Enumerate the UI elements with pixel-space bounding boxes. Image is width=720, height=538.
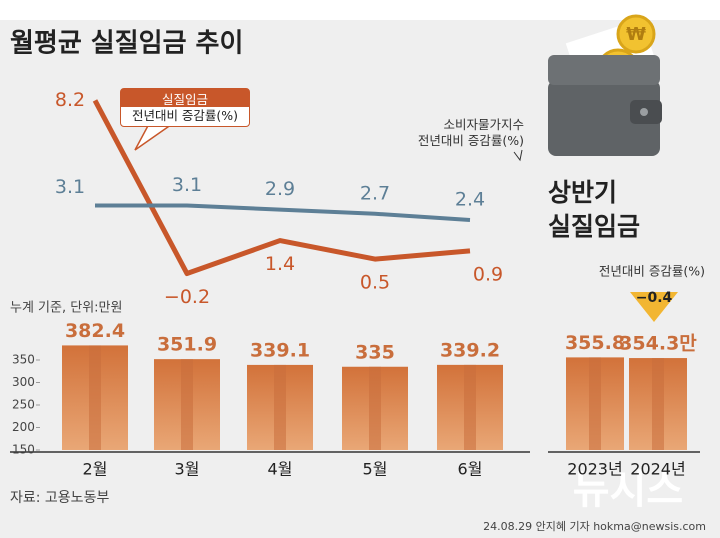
x-tick-label: 2023년 <box>567 460 622 479</box>
credit: 24.08.29 안지혜 기자 hokma@newsis.com <box>483 520 706 533</box>
x-tick-label: 3월 <box>175 460 200 479</box>
bar-stripe <box>652 358 664 450</box>
y-tick-label: 200 <box>12 420 35 434</box>
line-series <box>92 99 471 277</box>
y-tick-label: 300 <box>12 375 35 389</box>
wallet-icon: ₩ ₩ <box>548 14 662 156</box>
data-label: −0.2 <box>164 286 210 308</box>
y-tick-label: 150 <box>12 443 35 457</box>
x-tick-label: 2월 <box>83 460 108 479</box>
data-label: 335 <box>355 341 395 363</box>
bar-stripe <box>89 345 101 450</box>
unit-note: 누계 기준, 단위:만원 <box>10 301 122 316</box>
data-label: 2.9 <box>265 178 295 200</box>
y-tick-label: 250 <box>12 398 35 412</box>
watermark: 뉴시스 <box>573 467 683 513</box>
x-tick-label: 6월 <box>458 460 483 479</box>
y-tick-label: 350 <box>12 353 35 367</box>
bar-stripe <box>464 364 476 450</box>
svg-text:₩: ₩ <box>626 24 646 45</box>
data-label: 339.2 <box>440 339 500 361</box>
legend-label: 소비자물가지수 전년대비 증감률(%) <box>417 117 524 148</box>
bar-stripe <box>369 366 381 450</box>
data-label: 1.4 <box>265 253 295 275</box>
annotation-value: −0.4 <box>636 290 673 306</box>
data-label: 3.1 <box>172 174 202 196</box>
data-label: 2.7 <box>360 182 390 204</box>
data-label: 2.4 <box>455 188 485 210</box>
data-label: 354.3만 <box>619 333 697 355</box>
bar-stripe <box>181 359 193 450</box>
source: 자료: 고용노동부 <box>10 490 109 506</box>
line-series <box>95 203 471 222</box>
top-strip <box>0 0 720 20</box>
data-label: 339.1 <box>250 339 310 361</box>
title: 월평균 실질임금 추이 <box>10 29 243 59</box>
annotation-label: 전년대비 증감률(%) <box>599 264 705 279</box>
data-label: 351.9 <box>157 334 217 356</box>
data-label: 0.5 <box>360 272 390 294</box>
x-tick-label: 2024년 <box>630 460 685 479</box>
data-label: 355.8 <box>565 332 625 354</box>
bar-stripe <box>274 364 286 450</box>
data-label: 3.1 <box>55 176 85 198</box>
callout-tail <box>513 149 523 162</box>
x-tick-label: 5월 <box>363 460 388 479</box>
x-tick-label: 4월 <box>268 460 293 479</box>
data-label: 0.9 <box>473 263 503 285</box>
down-arrow <box>630 292 678 322</box>
data-label: 382.4 <box>65 320 125 342</box>
data-label: 8.2 <box>55 89 85 111</box>
legend-label: 실질임금 전년대비 증감률(%) <box>120 88 250 128</box>
bar-stripe <box>589 357 601 450</box>
panel-title: 상반기 실질임금 <box>548 178 641 241</box>
